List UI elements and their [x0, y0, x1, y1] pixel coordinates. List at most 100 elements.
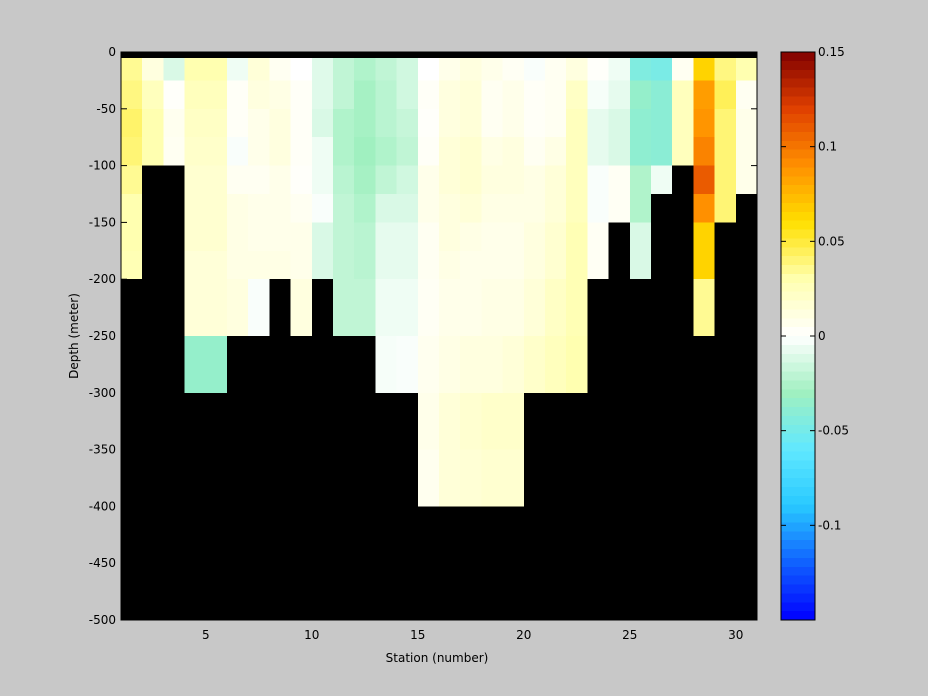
- heatmap-cell: [227, 194, 249, 223]
- heatmap-cell: [545, 137, 567, 166]
- heatmap-cell: [735, 58, 757, 81]
- heatmap-cell: [587, 222, 609, 251]
- heatmap-cell: [290, 58, 312, 81]
- heatmap-cell: [417, 165, 439, 194]
- heatmap-cell: [481, 364, 503, 393]
- heatmap-cell: [502, 58, 524, 81]
- heatmap-cell: [227, 80, 249, 109]
- heatmap-cell: [693, 80, 715, 109]
- heatmap-cell: [481, 80, 503, 109]
- heatmap-cell: [184, 336, 206, 365]
- colorbar-ticks: 0.15 0.1 0.05 0 -0.05 -0.1: [781, 45, 849, 532]
- heatmap-cell: [460, 421, 482, 450]
- heatmap-cell: [460, 364, 482, 393]
- heatmap-cell: [481, 392, 503, 422]
- colorbar-band: [781, 469, 815, 479]
- colorbar-band: [781, 433, 815, 443]
- colorbar-band: [781, 557, 815, 568]
- colorbar-band: [781, 353, 815, 364]
- colorbar-band: [781, 407, 815, 417]
- heatmap-cell: [672, 58, 694, 81]
- colorbar-band: [781, 362, 815, 372]
- heatmap-cell: [333, 137, 355, 166]
- heatmap-cell: [460, 222, 482, 251]
- heatmap-cell: [205, 222, 227, 251]
- heatmap-cell: [163, 58, 185, 81]
- heatmap-cell: [502, 307, 524, 336]
- heatmap-cell: [417, 250, 439, 280]
- colorbar-tick-label: 0.1: [818, 140, 837, 154]
- heatmap-cell: [735, 80, 757, 109]
- heatmap-cell: [354, 165, 376, 194]
- heatmap-cell: [460, 250, 482, 280]
- heatmap-cell: [460, 478, 482, 507]
- heatmap-cell: [184, 108, 206, 138]
- heatmap-cell: [121, 165, 143, 194]
- heatmap-cell: [693, 250, 715, 280]
- heatmap-cell: [311, 58, 333, 81]
- heatmap-cell: [439, 58, 461, 81]
- colorbar-band: [781, 540, 815, 550]
- heatmap-cell: [502, 194, 524, 223]
- colorbar-band: [781, 176, 815, 186]
- heatmap-cell: [587, 194, 609, 223]
- heatmap-cell: [248, 307, 270, 336]
- heatmap-cell: [269, 165, 291, 194]
- colorbar-band: [781, 611, 815, 621]
- heatmap-cell: [629, 137, 651, 166]
- heatmap-cell: [311, 108, 333, 138]
- colorbar-band: [781, 602, 815, 612]
- colorbar-band: [781, 495, 815, 506]
- heatmap-cell: [375, 250, 397, 280]
- heatmap-cell: [396, 137, 418, 166]
- heatmap-cell: [481, 421, 503, 450]
- heatmap-cell: [290, 137, 312, 166]
- heatmap-cell: [651, 137, 673, 166]
- heatmap-cell: [608, 108, 630, 138]
- heatmap-cell: [333, 222, 355, 251]
- heatmap-cell: [375, 137, 397, 166]
- colorbar-band: [781, 220, 815, 230]
- heatmap-cell: [460, 336, 482, 365]
- colorbar-band: [781, 460, 815, 470]
- heatmap-cell: [439, 194, 461, 223]
- heatmap-cell: [163, 80, 185, 109]
- heatmap-cell: [651, 58, 673, 81]
- heatmap-cell: [587, 108, 609, 138]
- heatmap-cell: [248, 58, 270, 81]
- heatmap-cell: [672, 108, 694, 138]
- heatmap-cell: [566, 194, 588, 223]
- colorbar-tick-label: 0.05: [818, 234, 845, 248]
- heatmap-cell: [396, 250, 418, 280]
- colorbar-band: [781, 486, 815, 497]
- heatmap-cell: [290, 108, 312, 138]
- heatmap-cell: [417, 222, 439, 251]
- colorbar-band: [781, 380, 815, 390]
- colorbar-band: [781, 584, 815, 594]
- heatmap-cell: [523, 165, 545, 194]
- heatmap-cell: [227, 58, 249, 81]
- heatmap-cell: [417, 137, 439, 166]
- heatmap-cell: [523, 80, 545, 109]
- heatmap-cell: [587, 137, 609, 166]
- colorbar-band: [781, 167, 815, 177]
- heatmap-cell: [248, 108, 270, 138]
- heatmap-cell: [566, 222, 588, 251]
- heatmap-cell: [566, 336, 588, 365]
- heatmap-cell: [184, 165, 206, 194]
- heatmap-cell: [290, 80, 312, 109]
- heatmap-cell: [333, 250, 355, 280]
- heatmap-cell: [460, 58, 482, 81]
- heatmap-cell: [693, 279, 715, 308]
- heatmap-cell: [417, 364, 439, 393]
- colorbar-band: [781, 282, 815, 293]
- colorbar-band: [781, 52, 815, 62]
- heatmap-cell: [523, 250, 545, 280]
- y-tick-label: -400: [89, 499, 116, 513]
- heatmap-cell: [735, 137, 757, 166]
- heatmap-cell: [290, 194, 312, 223]
- heatmap-cell: [121, 250, 143, 280]
- colorbar-band: [781, 194, 815, 204]
- heatmap-cell: [269, 108, 291, 138]
- heatmap-cell: [205, 58, 227, 81]
